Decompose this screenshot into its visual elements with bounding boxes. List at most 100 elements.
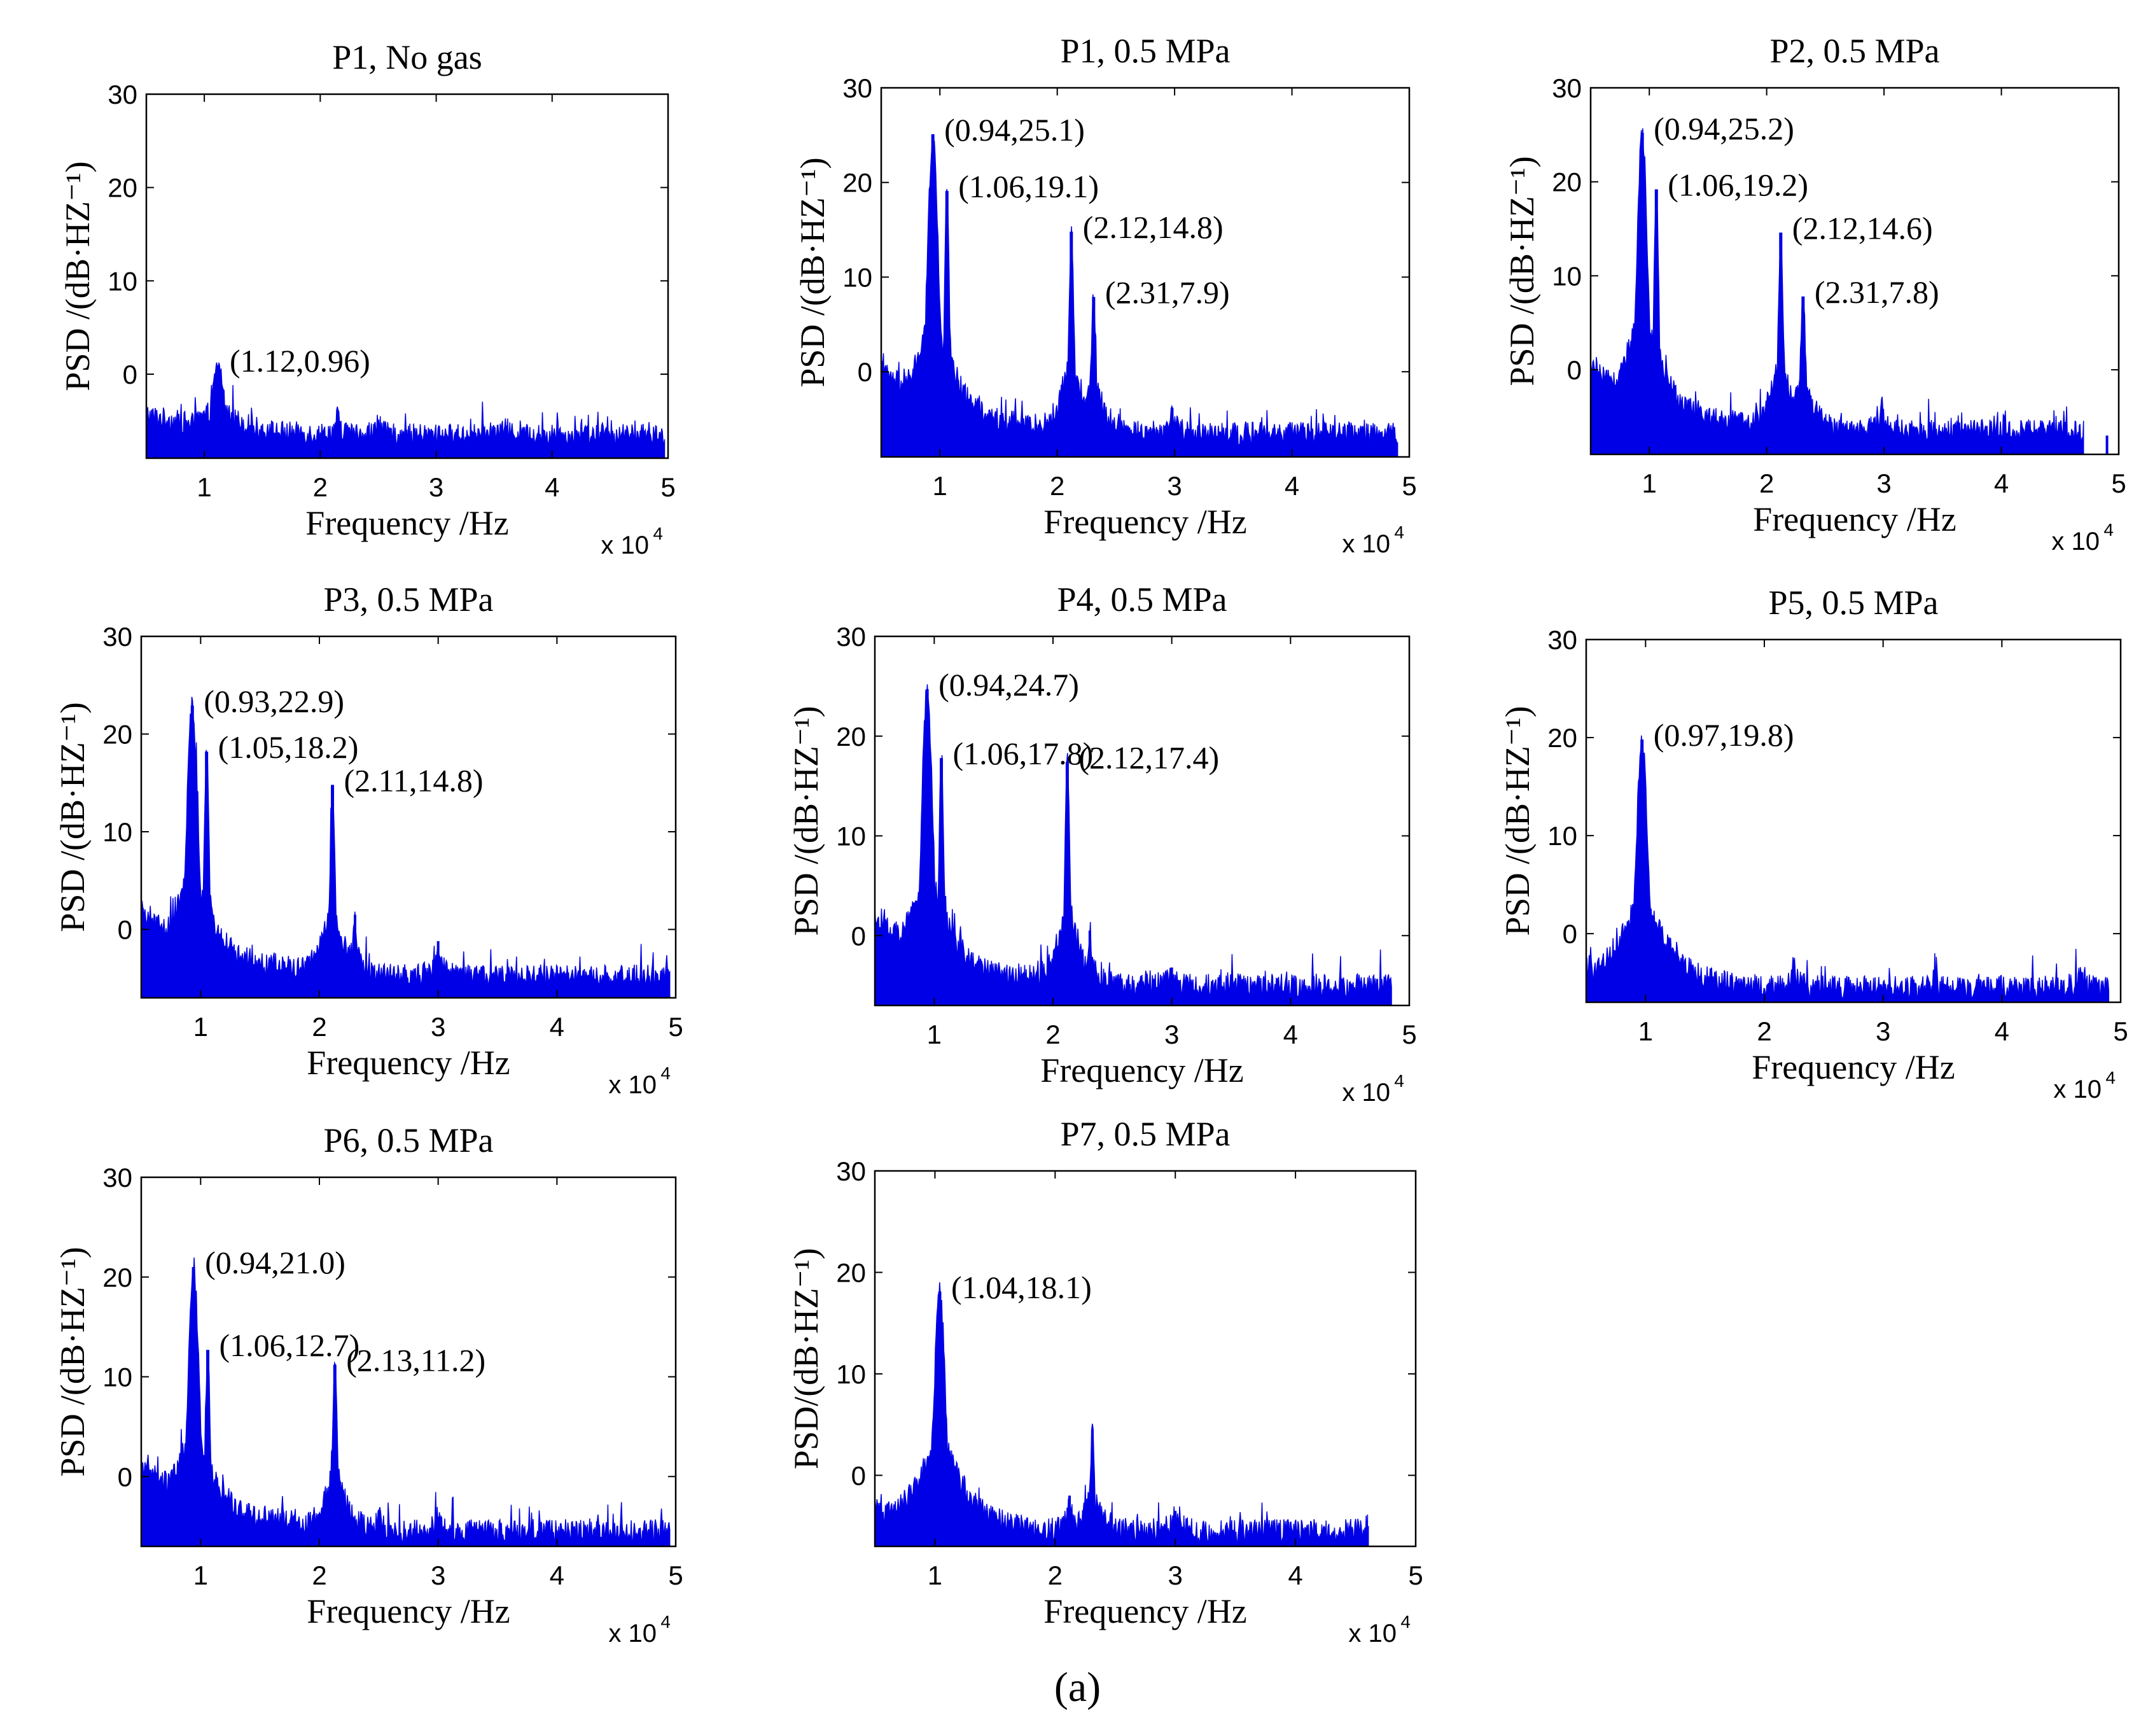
y-tick-label: 30 [836, 1156, 866, 1186]
peak-annotation-3: (2.13,11.2) [346, 1343, 485, 1378]
y-tick-label: 0 [1563, 919, 1577, 949]
x-tick-label: 2 [1050, 471, 1064, 501]
x-axis-exponent: 4 [653, 524, 663, 543]
peak-annotation-2: (1.05,18.2) [218, 729, 359, 765]
figure-caption: (a) [1054, 1664, 1101, 1711]
x-tick-label: 2 [312, 1560, 326, 1590]
x-axis-multiplier: x 10 [1342, 530, 1390, 558]
chart-title: P1, No gas [332, 38, 482, 76]
peak-annotation-4: (2.31,7.8) [1815, 274, 1939, 310]
psd-spectrum-area [874, 1282, 1369, 1547]
y-tick-label: 20 [836, 722, 866, 752]
x-tick-label: 1 [1638, 1016, 1653, 1046]
x-tick-label: 5 [1402, 471, 1416, 501]
y-axis-label: PSD /(dB·HZ⁻¹) [793, 157, 832, 387]
x-axis-multiplier: x 10 [608, 1071, 657, 1099]
axes-frame [1589, 87, 2120, 456]
y-tick-label: 0 [118, 1462, 132, 1492]
y-tick-label: 10 [102, 1362, 132, 1392]
x-tick-label: 4 [1994, 468, 2009, 498]
peak-annotation-2: (1.06,12.7) [220, 1327, 360, 1363]
y-axis-label: PSD /(dB·HZ⁻¹) [53, 1247, 92, 1476]
y-axis-label: PSD /(dB·HZ⁻¹) [53, 702, 92, 932]
x-tick-label: 4 [1283, 1019, 1298, 1049]
y-axis-label: PSD /(dB·HZ⁻¹) [787, 706, 825, 935]
y-tick-label: 30 [102, 1163, 132, 1193]
x-axis-label: Frequency /Hz [1752, 1048, 1955, 1086]
y-tick-label: 20 [108, 173, 137, 203]
x-tick-label: 3 [431, 1012, 445, 1042]
x-tick-label: 5 [668, 1560, 683, 1590]
y-tick-label: 10 [836, 1359, 866, 1389]
peak-annotation-4: (2.31,7.9) [1105, 275, 1230, 311]
x-tick-label: 3 [1167, 471, 1182, 501]
x-axis-label: Frequency /Hz [307, 1044, 510, 1082]
x-tick-label: 5 [2111, 468, 2126, 498]
x-tick-label: 5 [1402, 1019, 1416, 1049]
y-tick-label: 20 [842, 168, 872, 198]
x-tick-label: 3 [431, 1560, 445, 1590]
y-tick-label: 20 [1552, 167, 1582, 197]
y-axis-label: PSD/(dB·HZ⁻¹) [787, 1248, 825, 1469]
peak-annotation-3: (2.12,14.8) [1083, 209, 1224, 245]
x-axis-label: Frequency /Hz [1040, 1051, 1243, 1089]
x-tick-label: 1 [193, 1560, 208, 1590]
y-tick-label: 20 [836, 1257, 866, 1287]
peak-annotation-2: (1.06,19.2) [1668, 167, 1808, 203]
y-tick-label: 30 [1552, 73, 1582, 103]
x-axis-multiplier: x 10 [2053, 1075, 2102, 1103]
x-axis-multiplier: x 10 [2051, 528, 2100, 556]
x-axis-label: Frequency /Hz [1043, 503, 1246, 541]
y-tick-label: 0 [123, 360, 137, 389]
x-tick-label: 3 [1876, 1016, 1890, 1046]
psd-spectrum-area [141, 696, 671, 998]
peak-annotation-1: (1.12,0.96) [230, 343, 370, 379]
psd-spectrum-area [1590, 128, 2084, 455]
y-tick-label: 10 [108, 266, 137, 296]
axes-frame [874, 1170, 1417, 1548]
x-tick-label: 4 [1995, 1016, 2009, 1046]
y-tick-label: 0 [851, 921, 866, 951]
x-tick-label: 4 [550, 1012, 564, 1042]
x-axis-exponent: 4 [2103, 520, 2114, 540]
x-axis-exponent: 4 [1394, 522, 1404, 542]
axes-frame [145, 93, 669, 459]
chart-title: P2, 0.5 MPa [1769, 32, 1939, 70]
chart-title: P6, 0.5 MPa [323, 1121, 493, 1159]
y-tick-label: 10 [1552, 261, 1582, 291]
subplot-8: 1 2 3 4 5 0 10 20 30 P7, 0.5 MPa Frequency /Hz x 10… [787, 1115, 1423, 1648]
chart-title: P7, 0.5 MPa [1060, 1115, 1230, 1153]
x-axis-label: Frequency /Hz [1043, 1592, 1246, 1630]
peak-annotation-1: (0.97,19.8) [1654, 717, 1794, 753]
subplot-5: 1 2 3 4 5 0 10 20 30 P4, 0.5 MPa Frequency /Hz x 10… [787, 580, 1417, 1107]
peak-annotation-3: (2.11,14.8) [344, 762, 484, 798]
y-tick-label: 20 [102, 720, 132, 750]
chart-title: P4, 0.5 MPa [1057, 580, 1227, 619]
x-axis-multiplier: x 10 [608, 1620, 657, 1648]
x-tick-label: 1 [933, 471, 947, 501]
x-axis-label: Frequency /Hz [307, 1592, 510, 1630]
x-tick-label: 3 [1876, 468, 1891, 498]
x-tick-label: 1 [193, 1012, 208, 1042]
x-tick-label: 5 [668, 1012, 683, 1042]
y-tick-label: 10 [842, 262, 872, 292]
y-axis-label: PSD /(dB·HZ⁻¹) [59, 161, 97, 391]
axes-frame [1585, 638, 2122, 1004]
x-tick-label: 2 [313, 472, 328, 502]
x-axis-exponent: 4 [660, 1063, 671, 1083]
y-tick-label: 30 [842, 73, 872, 103]
x-tick-label: 2 [1759, 468, 1774, 498]
y-tick-label: 20 [1547, 723, 1577, 753]
x-axis-label: Frequency /Hz [1753, 500, 1956, 538]
x-axis-multiplier: x 10 [1342, 1079, 1390, 1107]
x-tick-label: 3 [429, 472, 443, 502]
subplot-2: 1 2 3 4 5 0 10 20 30 P1, 0.5 MPa Frequency /Hz x 10… [793, 32, 1417, 558]
y-tick-label: 0 [118, 915, 132, 945]
x-tick-label: 1 [1642, 468, 1657, 498]
peak-annotation-1: (1.04,18.1) [951, 1270, 1092, 1305]
x-tick-label: 4 [1285, 471, 1299, 501]
x-axis-exponent: 4 [1400, 1612, 1411, 1632]
x-tick-label: 2 [1045, 1019, 1060, 1049]
x-axis-exponent: 4 [1394, 1071, 1404, 1091]
axes-frame [140, 635, 677, 999]
